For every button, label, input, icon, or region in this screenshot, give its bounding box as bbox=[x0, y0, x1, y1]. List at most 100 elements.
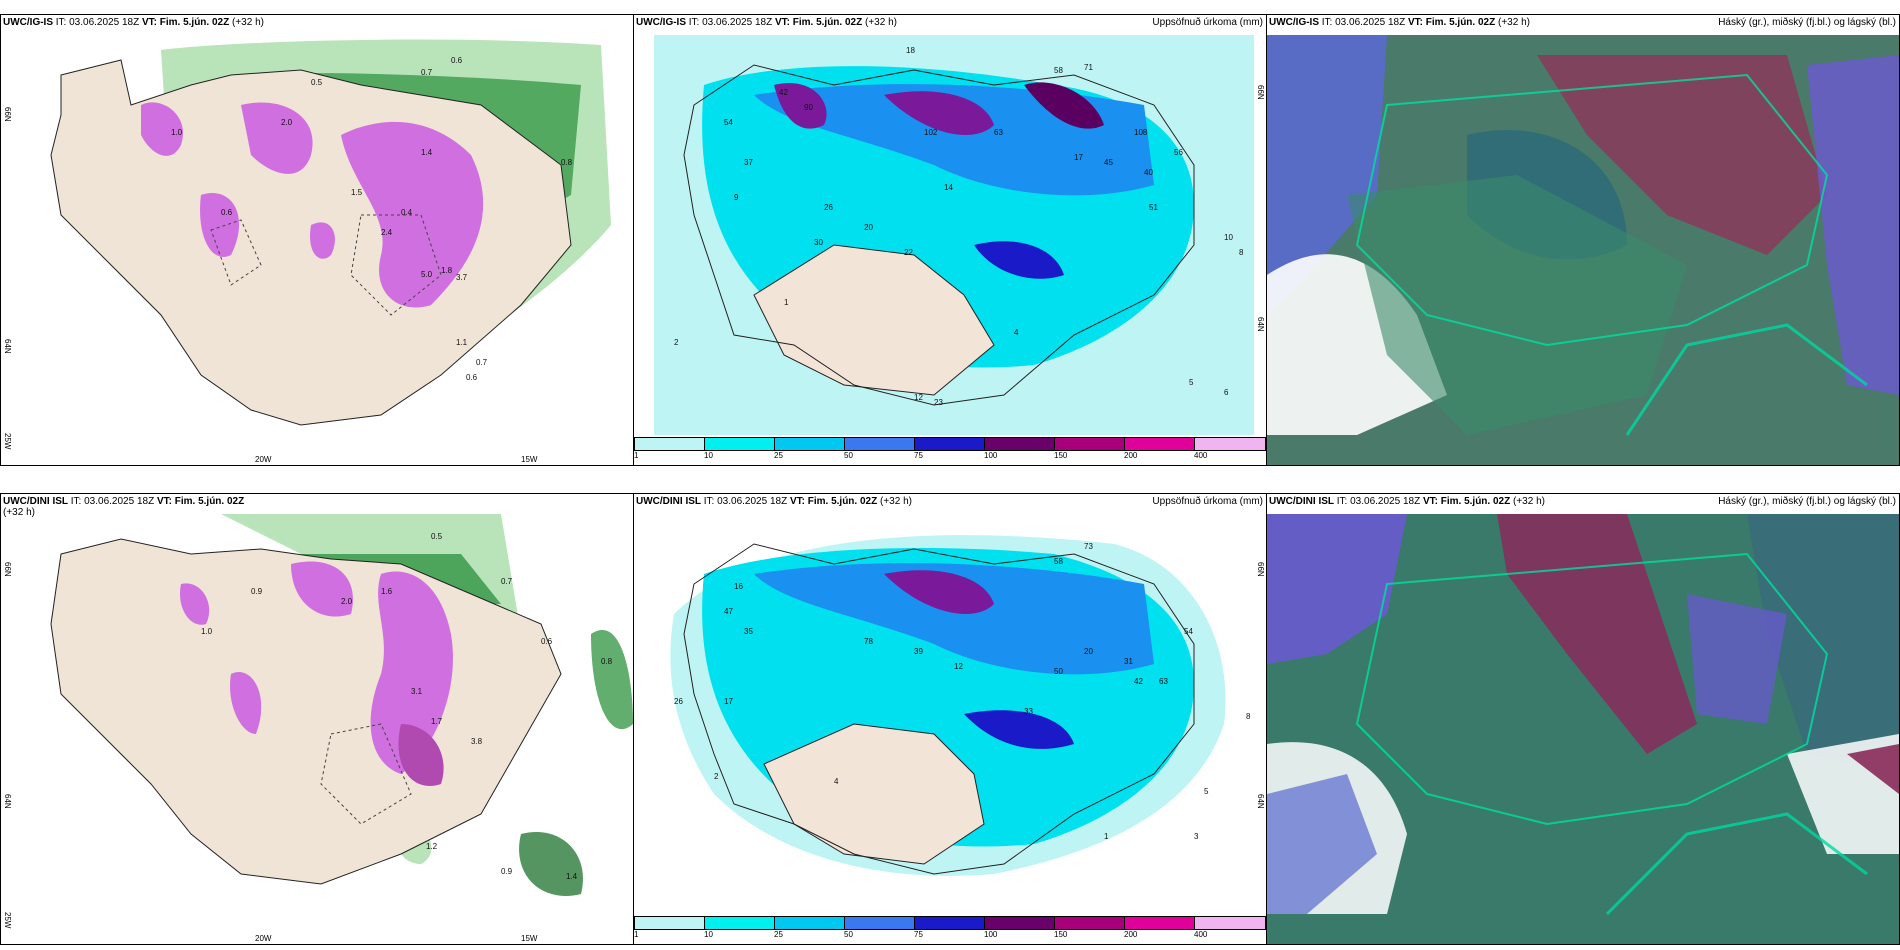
svg-text:9: 9 bbox=[734, 193, 739, 202]
svg-text:3.1: 3.1 bbox=[411, 687, 423, 696]
panel-subtitle: Háský (gr.), miðský (fj.bl.) og lágský (… bbox=[1718, 496, 1896, 507]
colorbar-cell bbox=[914, 437, 985, 451]
svg-text:2.0: 2.0 bbox=[281, 118, 293, 127]
cloud-cover-map bbox=[1267, 35, 1899, 465]
svg-text:3: 3 bbox=[1194, 832, 1199, 841]
panel-subtitle: Uppsöfnuð úrkoma (mm) bbox=[1152, 17, 1263, 28]
svg-text:51: 51 bbox=[1149, 203, 1158, 212]
panel-ig-accum: UWC/IG-IS IT: 03.06.2025 18Z VT: Fim. 5.… bbox=[633, 14, 1267, 466]
svg-text:54: 54 bbox=[724, 118, 733, 127]
colorbar: 1 10 25 50 75 100 150 200 400 bbox=[634, 912, 1266, 939]
lat-label-66: 66N bbox=[1256, 562, 1265, 577]
colorbar-label: 150 bbox=[1054, 930, 1068, 939]
colorbar-cell bbox=[1194, 916, 1266, 930]
colorbar-label: 75 bbox=[914, 930, 923, 939]
svg-text:0.7: 0.7 bbox=[421, 68, 433, 77]
svg-text:2: 2 bbox=[674, 338, 679, 347]
panel-subtitle: Háský (gr.), miðský (fj.bl.) og lágský (… bbox=[1718, 17, 1896, 28]
precip-type-map: 0.5 0.7 0.9 1.6 2.0 3.1 1.7 3.8 0.8 0.6 … bbox=[50, 514, 633, 896]
svg-text:73: 73 bbox=[1084, 542, 1093, 551]
svg-text:2.4: 2.4 bbox=[381, 228, 393, 237]
svg-text:1.4: 1.4 bbox=[566, 872, 578, 881]
svg-text:0.7: 0.7 bbox=[501, 577, 513, 586]
colorbar-cell bbox=[984, 916, 1055, 930]
accumulated-precip-map: 73 58 16 47 35 78 39 42 50 20 31 63 26 1… bbox=[634, 514, 1266, 914]
colorbar-label: 100 bbox=[984, 451, 998, 460]
lat-label-66: 66N bbox=[3, 107, 12, 122]
svg-text:1.4: 1.4 bbox=[421, 148, 433, 157]
colorbar-label: 200 bbox=[1124, 930, 1138, 939]
svg-text:0.5: 0.5 bbox=[431, 532, 443, 541]
svg-text:37: 37 bbox=[744, 158, 753, 167]
svg-text:0.8: 0.8 bbox=[561, 158, 573, 167]
colorbar-label: 50 bbox=[844, 451, 853, 460]
colorbar-label: 400 bbox=[1194, 451, 1208, 460]
lon-label-25: 25W bbox=[3, 433, 12, 450]
colorbar-label: 200 bbox=[1124, 451, 1138, 460]
svg-text:50: 50 bbox=[1054, 667, 1063, 676]
colorbar-label: 1 bbox=[634, 451, 639, 460]
colorbar-cell bbox=[704, 916, 775, 930]
lon-label-15: 15W bbox=[521, 934, 538, 943]
svg-text:42: 42 bbox=[779, 88, 788, 97]
svg-text:54: 54 bbox=[1184, 627, 1193, 636]
svg-text:35: 35 bbox=[744, 627, 753, 636]
colorbar-label: 50 bbox=[844, 930, 853, 939]
svg-text:14: 14 bbox=[944, 183, 953, 192]
svg-text:1.0: 1.0 bbox=[171, 128, 183, 137]
panel-subtitle: Uppsöfnuð úrkoma (mm) bbox=[1152, 496, 1263, 507]
svg-text:0.4: 0.4 bbox=[401, 208, 413, 217]
svg-text:45: 45 bbox=[1104, 158, 1113, 167]
panel-dini-cloud: UWC/DINI ISL IT: 03.06.2025 18Z VT: Fim.… bbox=[1266, 493, 1900, 945]
svg-text:3.7: 3.7 bbox=[456, 273, 468, 282]
svg-text:1.1: 1.1 bbox=[456, 338, 468, 347]
svg-text:12: 12 bbox=[914, 393, 923, 402]
colorbar-cell bbox=[984, 437, 1055, 451]
colorbar-cell bbox=[1124, 437, 1195, 451]
svg-text:40: 40 bbox=[1144, 168, 1153, 177]
svg-text:0.9: 0.9 bbox=[251, 587, 263, 596]
colorbar-cell bbox=[774, 437, 845, 451]
lat-label-64: 64N bbox=[3, 339, 12, 354]
svg-text:5: 5 bbox=[1204, 787, 1209, 796]
svg-text:58: 58 bbox=[1054, 66, 1063, 75]
svg-text:39: 39 bbox=[914, 647, 923, 656]
panel-title: UWC/DINI ISL IT: 03.06.2025 18Z VT: Fim.… bbox=[1269, 496, 1545, 507]
panel-title: UWC/DINI ISL IT: 03.06.2025 18Z VT: Fim.… bbox=[3, 496, 245, 518]
svg-text:5: 5 bbox=[1189, 378, 1194, 387]
svg-text:33: 33 bbox=[1024, 707, 1033, 716]
colorbar-cell bbox=[844, 437, 915, 451]
colorbar-cell bbox=[914, 916, 985, 930]
svg-text:20: 20 bbox=[864, 223, 873, 232]
colorbar-cell bbox=[634, 437, 705, 451]
lat-label-64: 64N bbox=[1256, 794, 1265, 809]
svg-text:1.8: 1.8 bbox=[441, 266, 453, 275]
svg-text:71: 71 bbox=[1084, 63, 1093, 72]
svg-text:18: 18 bbox=[906, 46, 915, 55]
svg-text:22: 22 bbox=[904, 248, 913, 257]
panel-dini-accum: UWC/DINI ISL IT: 03.06.2025 18Z VT: Fim.… bbox=[633, 493, 1267, 945]
panel-title: UWC/IG-IS IT: 03.06.2025 18Z VT: Fim. 5.… bbox=[3, 17, 264, 28]
svg-text:1.2: 1.2 bbox=[426, 842, 438, 851]
svg-text:17: 17 bbox=[1074, 153, 1083, 162]
colorbar-label: 25 bbox=[774, 451, 783, 460]
colorbar-cell bbox=[1054, 437, 1125, 451]
svg-text:63: 63 bbox=[994, 128, 1003, 137]
svg-text:1: 1 bbox=[784, 298, 789, 307]
svg-text:5.0: 5.0 bbox=[421, 270, 433, 279]
svg-text:2: 2 bbox=[714, 772, 719, 781]
colorbar-label: 1 bbox=[634, 930, 639, 939]
svg-text:47: 47 bbox=[724, 607, 733, 616]
lon-label-20: 20W bbox=[255, 934, 272, 943]
colorbar: 1 10 25 50 75 100 150 200 400 bbox=[634, 433, 1266, 460]
svg-text:1: 1 bbox=[1104, 832, 1109, 841]
svg-text:2.0: 2.0 bbox=[341, 597, 353, 606]
panel-dini-precip-type: UWC/DINI ISL IT: 03.06.2025 18Z VT: Fim.… bbox=[0, 493, 634, 945]
svg-text:63: 63 bbox=[1159, 677, 1168, 686]
panel-ig-cloud: UWC/IG-IS IT: 03.06.2025 18Z VT: Fim. 5.… bbox=[1266, 14, 1900, 466]
lat-label-66: 66N bbox=[1256, 85, 1265, 100]
cloud-cover-map bbox=[1267, 514, 1899, 944]
svg-text:0.6: 0.6 bbox=[541, 637, 553, 646]
lon-label-20: 20W bbox=[255, 455, 272, 464]
lat-label-64: 64N bbox=[1256, 317, 1265, 332]
